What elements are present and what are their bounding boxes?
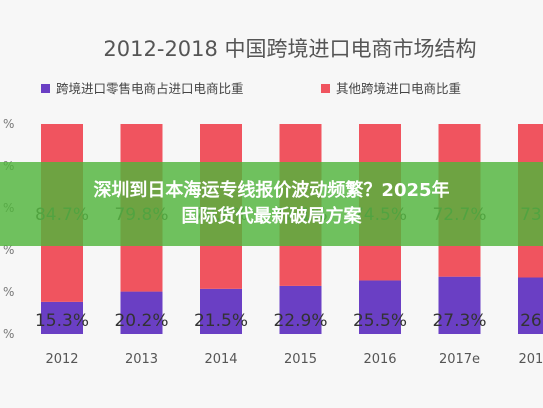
y-tick-label: % <box>3 243 14 257</box>
legend-label-other: 其他跨境进口电商比重 <box>336 81 461 96</box>
overlay-line-1: 深圳到日本海运专线报价波动频繁？2025年 <box>93 180 450 201</box>
legend-label-retail: 跨境进口零售电商占进口电商比重 <box>56 81 244 96</box>
x-tick-label: 2012 <box>45 352 78 367</box>
overlay-line-2: 国际货代最新破局方案 <box>181 206 362 227</box>
x-tick-label: 2015 <box>284 352 317 367</box>
bar-segment-retail <box>279 285 322 334</box>
data-label-retail: 21.5% <box>194 311 248 331</box>
x-axis-labels: 2012 2013 2014 2015 2016 2017e 2018e <box>45 352 543 367</box>
legend-swatch-retail <box>41 84 50 93</box>
y-tick-label: % <box>3 285 14 299</box>
bar-segment-retail <box>359 280 401 334</box>
data-label-retail: 15.3% <box>35 311 89 331</box>
bar-segment-retail <box>120 291 163 334</box>
y-tick-label: % <box>3 327 14 341</box>
y-tick-label: % <box>3 117 14 131</box>
data-label-retail: 25.5% <box>353 311 407 331</box>
x-tick-label: 2017e <box>439 352 480 367</box>
overlay-banner[interactable]: 深圳到日本海运专线报价波动频繁？2025年 国际货代最新破局方案 <box>0 162 543 246</box>
data-label-retail: 22.9% <box>273 311 327 331</box>
chart-title: 2012-2018 中国跨境进口电商市场结构 <box>103 37 476 61</box>
data-label-retail: 26.9 <box>520 311 543 331</box>
bar-segment-retail <box>518 277 543 334</box>
bar-segment-retail <box>41 301 83 334</box>
x-tick-label: 2018e <box>518 352 543 367</box>
legend-swatch-other <box>321 84 330 93</box>
data-label-retail: 27.3% <box>432 311 486 331</box>
x-tick-label: 2013 <box>125 352 158 367</box>
data-label-retail: 20.2% <box>114 311 168 331</box>
bar-segment-retail <box>200 288 242 334</box>
x-tick-label: 2014 <box>204 352 237 367</box>
x-tick-label: 2016 <box>363 352 396 367</box>
bar-segment-retail <box>438 276 481 334</box>
